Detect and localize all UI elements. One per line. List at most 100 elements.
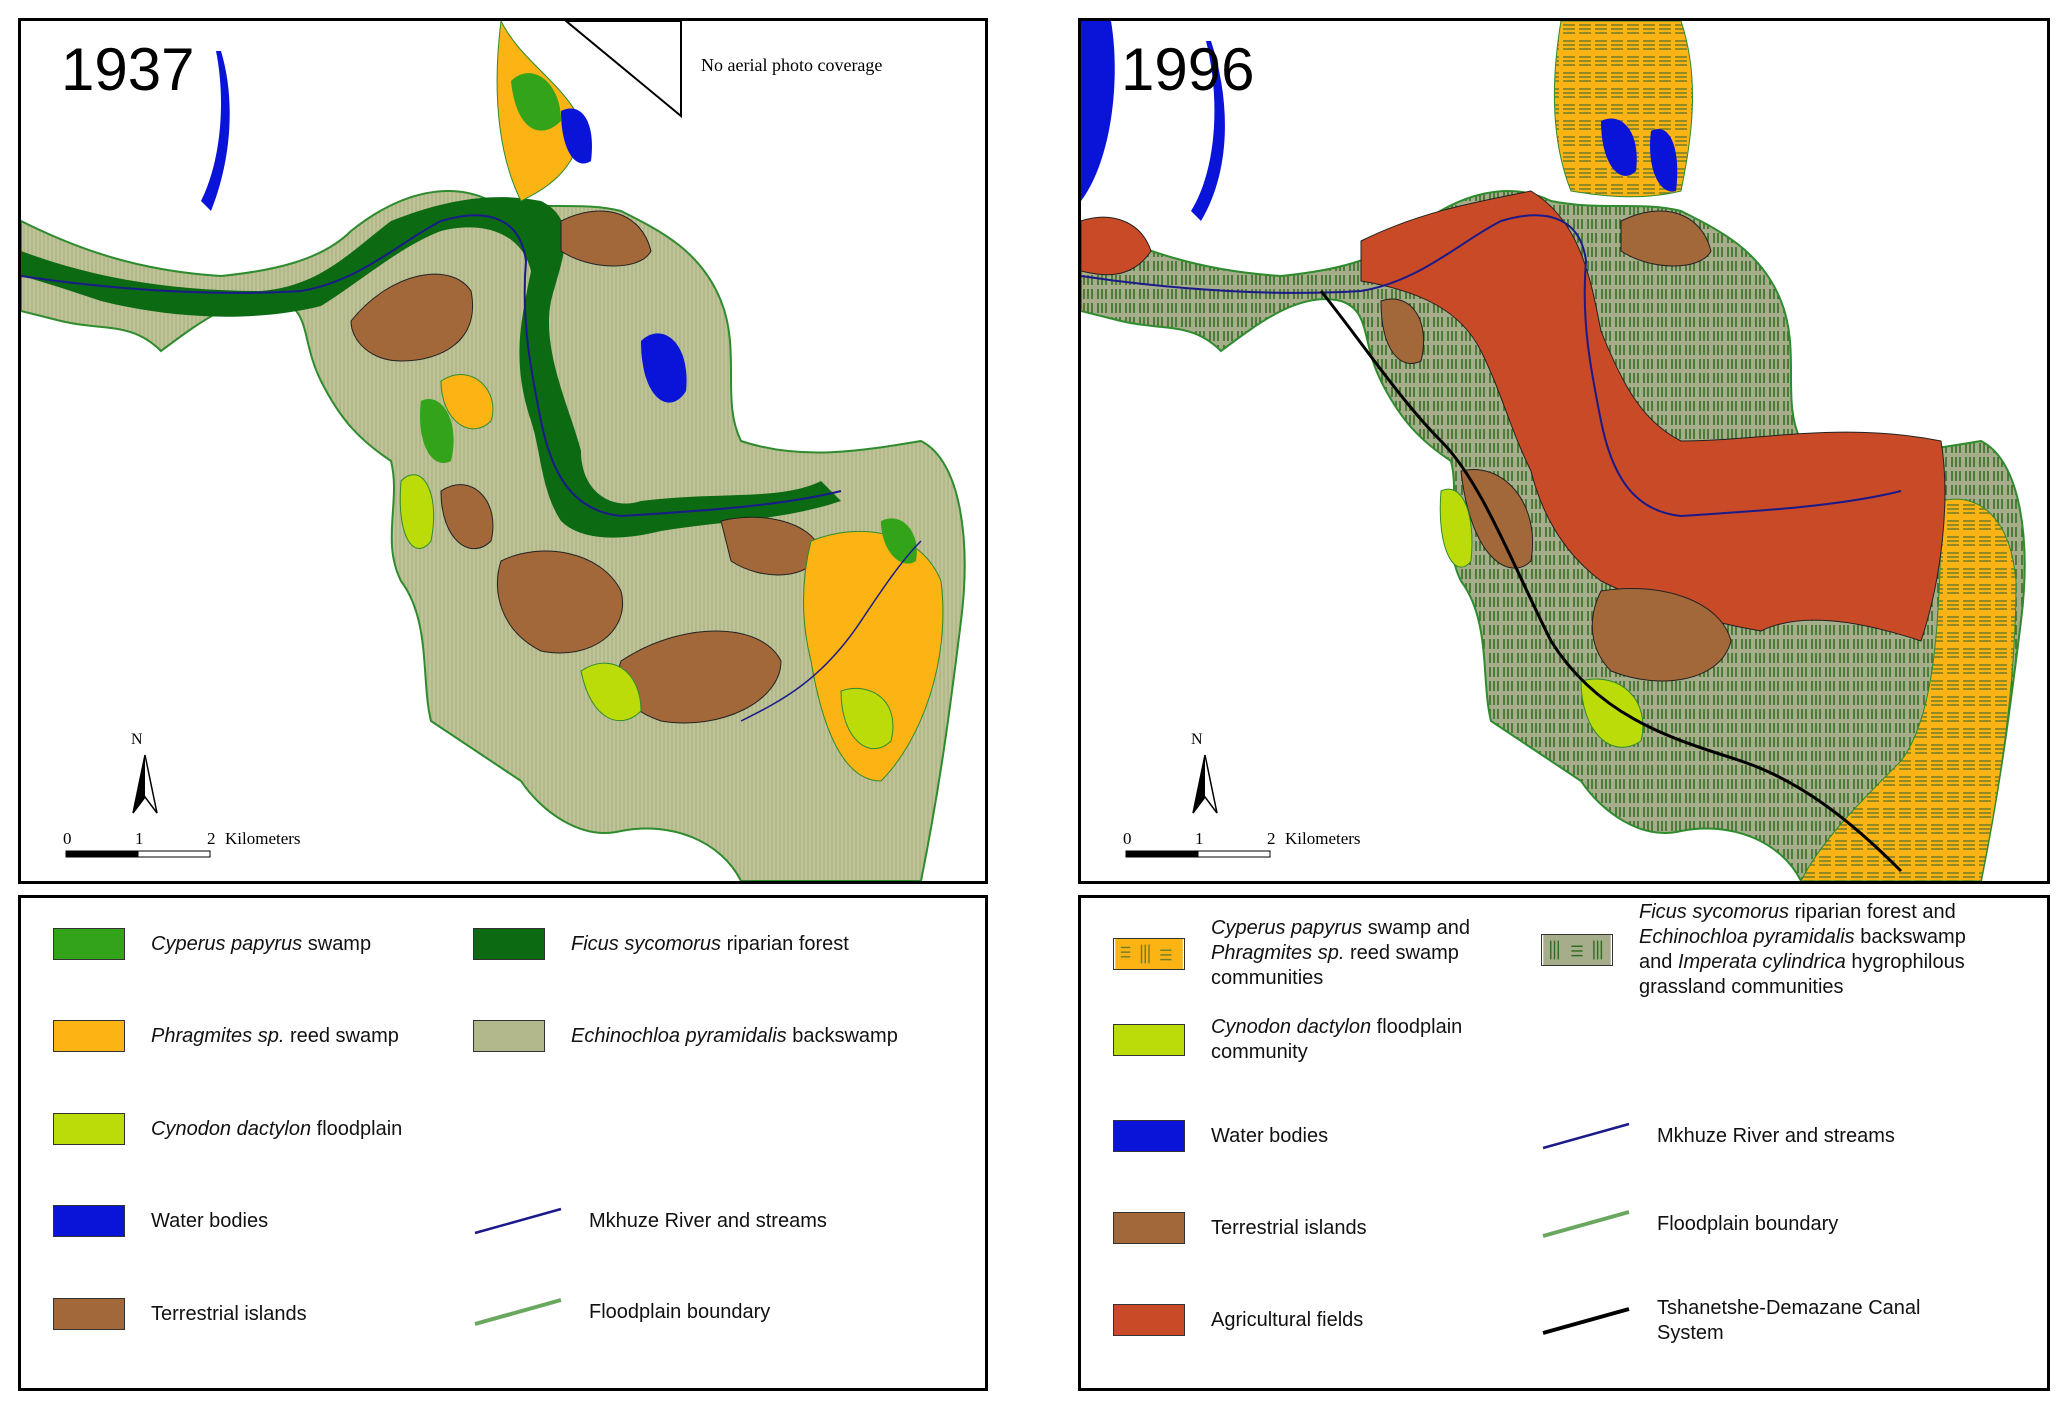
water-body — [1081, 21, 1115, 201]
legend-label-text: Terrestrial islands — [1211, 1216, 1367, 1239]
legend-label-text: Tshanetshe-Demazane Canal — [1657, 1297, 1921, 1319]
legend-item-agricultural: Agricultural fields — [1113, 1304, 1363, 1336]
legend-item-ficus: Ficus sycomorus riparian forest — [473, 928, 849, 960]
canal-line — [1319, 290, 1903, 873]
cynodon-floodplain — [1580, 678, 1644, 748]
mkhuze-river-line — [1081, 214, 1902, 518]
papyrus-swamp — [511, 73, 561, 131]
boundary-line-icon — [1542, 1210, 1630, 1238]
legend-item-papyrus-phragmites: Cyperus papyrus swamp and Phragmites sp.… — [1113, 916, 1470, 991]
legend-label-italic: Ficus sycomorus — [1639, 901, 1790, 923]
legend-label-text: hygrophilous — [1845, 951, 1965, 973]
legend-item-cynodon: Cynodon dactylon floodplain — [53, 1113, 402, 1145]
legend-item-papyrus: Cyperus papyrus swamp — [53, 928, 371, 960]
legend-label-italic: Cynodon dactylon — [151, 1117, 312, 1140]
legend-label-text: riparian forest — [721, 932, 849, 955]
legend-item-echinochloa: Echinochloa pyramidalis backswamp — [473, 1020, 898, 1052]
scale-tick-2: 2 — [207, 829, 216, 848]
river-line-icon — [1542, 1122, 1630, 1150]
legend-swatch — [1113, 1120, 1185, 1152]
legend-label-text: System — [1657, 1322, 1724, 1344]
legend-label-text: community — [1211, 1041, 1308, 1063]
legend-label-italic: Echinochloa pyramidalis — [1639, 926, 1855, 948]
boundary-line-icon — [474, 1298, 562, 1326]
scale-unit: Kilometers — [1285, 829, 1361, 848]
legend-swatch — [53, 1205, 125, 1237]
legend-label-text: Floodplain boundary — [1657, 1212, 1839, 1235]
legend-swatch — [473, 1020, 545, 1052]
stream-line — [740, 540, 922, 722]
terrestrial-island — [1620, 210, 1712, 267]
scale-tick-0: 0 — [1123, 829, 1132, 848]
water-body — [1191, 41, 1225, 221]
legend-item-boundary: Floodplain boundary — [1541, 1208, 1838, 1240]
north-label: N — [131, 731, 143, 748]
legend-panel-1937: Cyperus papyrus swamp Ficus sycomorus ri… — [18, 895, 988, 1391]
legend-label-text: riparian forest and — [1789, 901, 1956, 923]
legend-label-italic: Phragmites sp. — [1211, 942, 1345, 964]
legend-label-text: reed swamp — [284, 1024, 399, 1047]
mkhuze-river-line — [21, 214, 842, 518]
water-body — [1601, 118, 1637, 176]
map-panel-1937: 1937 No aerial photo coverage N 0 1 2 Ki… — [18, 18, 988, 884]
legend-label-text: Terrestrial islands — [151, 1302, 307, 1325]
legend-item-phragmites: Phragmites sp. reed swamp — [53, 1020, 399, 1052]
legend-item-water: Water bodies — [1113, 1120, 1328, 1152]
legend-label-text: Floodplain boundary — [589, 1300, 771, 1323]
scale-bar — [65, 850, 211, 858]
legend-label-text: Water bodies — [1211, 1124, 1329, 1147]
legend-item-river: Mkhuze River and streams — [1541, 1120, 1895, 1152]
vegetation-map-1937 — [21, 21, 966, 881]
river-line-icon — [474, 1207, 562, 1235]
legend-item-terrestrial: Terrestrial islands — [53, 1298, 307, 1330]
legend-item-boundary: Floodplain boundary — [473, 1296, 770, 1328]
canal-line-icon — [1542, 1307, 1630, 1335]
legend-item-ficus-mix: Ficus sycomorus riparian forest and Echi… — [1541, 900, 1966, 1000]
cynodon-floodplain — [840, 687, 894, 750]
map-year-label: 1996 — [1121, 36, 1255, 103]
white-gap — [21, 21, 215, 215]
legend-label-text: backswamp — [1854, 926, 1966, 948]
agricultural-field — [1360, 190, 1946, 642]
legend-label-italic: Cynodon dactylon — [1211, 1016, 1372, 1038]
north-arrow-icon — [1192, 754, 1218, 814]
legend-label-text: swamp — [302, 932, 372, 955]
terrestrial-island — [350, 273, 473, 362]
legend-label-italic: Cyperus papyrus — [1211, 917, 1363, 939]
vegetation-map-1996 — [1081, 21, 2026, 881]
legend-label-italic: Ficus sycomorus — [571, 932, 722, 955]
legend-label-text: floodplain — [311, 1117, 403, 1140]
water-body — [641, 333, 687, 403]
legend-panel-1996: Cyperus papyrus swamp and Phragmites sp.… — [1078, 895, 2050, 1391]
legend-swatch — [1113, 1212, 1185, 1244]
legend-swatch — [53, 928, 125, 960]
cynodon-floodplain — [580, 662, 642, 721]
cynodon-floodplain — [399, 474, 435, 549]
hatched-green-swatch — [1541, 934, 1613, 966]
legend-item-canal: Tshanetshe-Demazane Canal System — [1541, 1296, 1921, 1346]
legend-label-text: swamp and — [1362, 917, 1471, 939]
scale-tick-2: 2 — [1267, 829, 1276, 848]
legend-label-text: Water bodies — [151, 1209, 269, 1232]
legend-label-text: grassland communities — [1639, 976, 1844, 998]
water-body — [201, 51, 230, 211]
no-coverage-triangle — [564, 21, 682, 119]
scale-unit: Kilometers — [225, 829, 301, 848]
legend-label-italic: Phragmites sp. — [151, 1024, 285, 1047]
terrestrial-island — [560, 210, 652, 267]
scale-bar — [1125, 850, 1271, 858]
riparian-forest-band — [21, 197, 841, 538]
water-body — [561, 108, 592, 164]
legend-swatch — [1113, 1024, 1185, 1056]
legend-swatch — [53, 1298, 125, 1330]
papyrus-swamp — [881, 518, 917, 564]
reed-swamp — [440, 374, 494, 430]
legend-label-italic: Imperata cylindrica — [1677, 951, 1846, 973]
hatched-orange-swatch — [1113, 937, 1185, 970]
legend-label-text: Mkhuze River and streams — [1657, 1124, 1895, 1147]
cynodon-floodplain — [1439, 488, 1473, 568]
legend-item-river: Mkhuze River and streams — [473, 1205, 827, 1237]
legend-swatch — [473, 928, 545, 960]
terrestrial-island — [1591, 587, 1732, 682]
legend-label-text: Agricultural fields — [1211, 1308, 1364, 1331]
